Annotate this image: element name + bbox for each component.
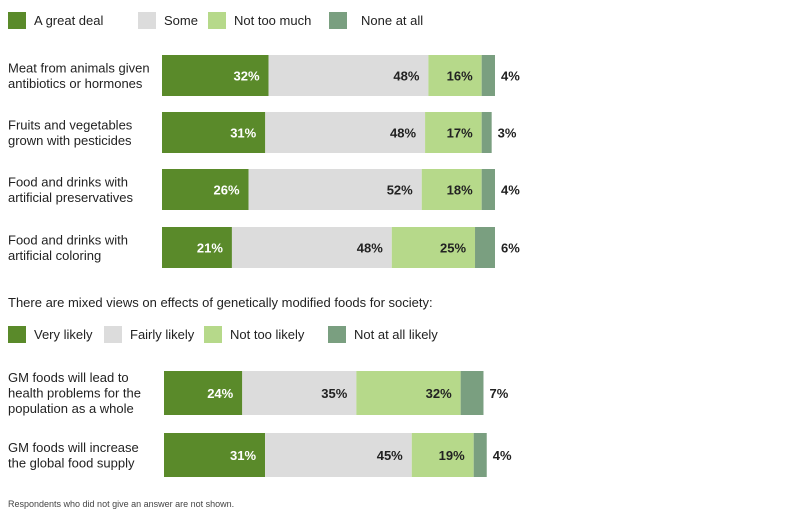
legend-swatch	[204, 325, 222, 343]
bar-segment-not-at-all-likely	[460, 371, 484, 415]
data-label: 26%	[214, 183, 240, 198]
bar-segment-some	[248, 169, 422, 210]
category-label: Food and drinks with	[8, 174, 128, 189]
category-label: artificial coloring	[8, 248, 101, 263]
bar-segment-very-likely	[164, 433, 266, 477]
bar-segment-very-likely	[164, 371, 243, 415]
data-label: 52%	[387, 183, 413, 198]
legend-swatch	[328, 325, 346, 343]
category-label: population as a whole	[8, 401, 134, 416]
category-label: Fruits and vegetables	[8, 117, 133, 132]
category-label: GM foods will lead to	[8, 370, 129, 385]
data-label: 48%	[390, 126, 416, 141]
data-label: 4%	[501, 69, 520, 84]
category-label: the global food supply	[8, 455, 135, 470]
legend-item-none-at-all: None at all	[329, 11, 424, 29]
data-label: 18%	[447, 183, 473, 198]
data-label: 17%	[447, 126, 473, 141]
data-label: 4%	[501, 183, 520, 198]
bar-segment-not-too-much	[425, 112, 482, 153]
legend-label: Not at all likely	[354, 326, 438, 342]
bar-segment-not-too-likely	[411, 433, 474, 477]
bar-segment-not-too-much	[421, 169, 482, 210]
legend-item-a-great-deal: A great deal	[8, 11, 104, 29]
category-label: GM foods will increase	[8, 440, 139, 455]
bar-segment-a-great-deal	[162, 55, 269, 96]
data-label: 32%	[234, 69, 260, 84]
legend-label: Fairly likely	[130, 326, 195, 342]
data-label: 32%	[426, 386, 452, 401]
bar-segment-a-great-deal	[162, 112, 266, 153]
legend-item-not-too-much: Not too much	[208, 11, 312, 29]
legend-swatch	[8, 325, 26, 343]
data-label: 7%	[489, 386, 508, 401]
bar-segment-a-great-deal	[162, 227, 232, 268]
legend-swatch	[138, 11, 156, 29]
legend-label: A great deal	[34, 12, 104, 28]
data-label: 24%	[207, 386, 233, 401]
bar-segment-none-at-all	[481, 55, 495, 96]
bar-segment-some	[231, 227, 392, 268]
data-label: 31%	[230, 448, 256, 463]
bar-segment-a-great-deal	[162, 169, 249, 210]
section-subtitle: There are mixed views on effects of gene…	[8, 295, 433, 310]
data-label: 21%	[197, 241, 223, 256]
legend-swatch	[104, 325, 122, 343]
legend-label: Not too likely	[230, 326, 305, 342]
data-label: 48%	[357, 241, 383, 256]
bar-segment-some	[265, 112, 426, 153]
data-label: 19%	[439, 448, 465, 463]
legend-swatch	[8, 11, 26, 29]
bar-segment-some	[268, 55, 429, 96]
bar-segment-none-at-all	[481, 112, 492, 153]
legend-swatch	[329, 11, 347, 29]
legend-item-not-too-likely: Not too likely	[204, 325, 305, 343]
data-label: 48%	[393, 69, 419, 84]
category-label: health problems for the	[8, 386, 141, 401]
bar-segment-not-too-much	[391, 227, 476, 268]
legend-item-fairly-likely: Fairly likely	[104, 325, 195, 343]
category-label: grown with pesticides	[8, 133, 132, 148]
data-label: 3%	[498, 126, 517, 141]
legend-label: None at all	[361, 12, 424, 28]
bar-segment-none-at-all	[475, 227, 495, 268]
legend-item-very-likely: Very likely	[8, 325, 93, 343]
data-label: 6%	[501, 241, 520, 256]
category-label: Meat from animals given	[8, 60, 150, 75]
bar-segment-not-at-all-likely	[473, 433, 487, 477]
data-label: 31%	[230, 126, 256, 141]
legend-item-not-at-all-likely: Not at all likely	[328, 325, 438, 343]
bar-segment-fairly-likely	[265, 433, 412, 477]
data-label: 16%	[447, 69, 473, 84]
legend-label: Some	[164, 12, 198, 28]
bar-segment-not-too-likely	[356, 371, 461, 415]
legend-label: Not too much	[234, 12, 312, 28]
footnote: Respondents who did not give an answer a…	[8, 499, 235, 509]
category-label: artificial preservatives	[8, 190, 133, 205]
bar-segment-none-at-all	[481, 169, 495, 210]
bar-segment-fairly-likely	[242, 371, 357, 415]
category-label: Food and drinks with	[8, 232, 128, 247]
data-label: 25%	[440, 241, 466, 256]
data-label: 45%	[377, 448, 403, 463]
legend-label: Very likely	[34, 326, 93, 342]
legend-item-some: Some	[138, 11, 198, 29]
bar-segment-not-too-much	[428, 55, 482, 96]
data-label: 35%	[321, 386, 347, 401]
category-label: antibiotics or hormones	[8, 76, 143, 91]
data-label: 4%	[493, 448, 512, 463]
legend-swatch	[208, 11, 226, 29]
